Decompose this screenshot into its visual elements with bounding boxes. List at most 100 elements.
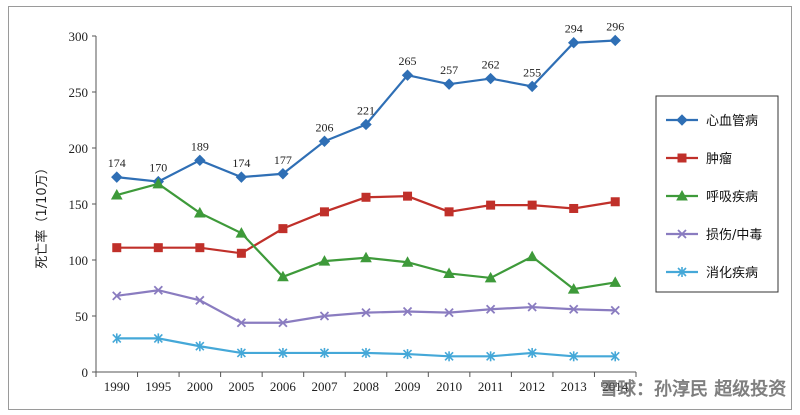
x-tick-label: 2008 — [353, 379, 379, 394]
data-point — [278, 347, 288, 358]
x-tick-label: 2013 — [561, 379, 587, 394]
legend-item: 肿瘤 — [666, 151, 732, 167]
data-point — [277, 270, 289, 282]
data-label: 257 — [440, 63, 458, 77]
y-tick-label: 50 — [75, 309, 88, 324]
data-point — [609, 34, 621, 47]
data-point — [610, 305, 620, 316]
x-tick-label: 1990 — [104, 379, 130, 394]
x-tick-label: 2006 — [270, 379, 297, 394]
data-point — [609, 276, 622, 287]
legend-marker — [677, 267, 687, 277]
legend-marker — [677, 153, 687, 163]
data-point — [526, 80, 538, 93]
data-label: 170 — [149, 161, 167, 175]
legend-item: 呼吸疾病 — [666, 189, 758, 205]
y-tick-label: 100 — [69, 253, 89, 268]
y-tick-label: 200 — [69, 141, 89, 156]
legend-label: 消化疾病 — [706, 266, 758, 281]
legend-marker — [676, 189, 688, 201]
data-point — [360, 251, 372, 263]
data-point — [152, 177, 165, 189]
data-label: 189 — [191, 139, 209, 153]
legend-item: 心血管病 — [666, 114, 758, 129]
data-point — [277, 168, 289, 180]
y-tick-label: 0 — [82, 365, 89, 380]
data-point — [112, 243, 122, 253]
legend-box — [655, 95, 779, 293]
legend-marker — [677, 229, 687, 239]
data-point — [610, 351, 620, 362]
data-point — [112, 291, 122, 301]
x-tick-label: 2000 — [187, 379, 213, 394]
data-point — [195, 295, 205, 305]
x-tick-label: 2012 — [519, 379, 545, 394]
data-point — [527, 347, 537, 358]
data-point — [236, 347, 246, 358]
data-point — [194, 154, 206, 167]
series-line — [116, 289, 616, 324]
data-point — [361, 308, 371, 318]
x-tick-label: 2005 — [228, 379, 254, 394]
legend-item: 消化疾病 — [666, 266, 758, 281]
series-2 — [112, 191, 620, 258]
data-label: 174 — [108, 156, 126, 170]
x-tick-label: 2007 — [311, 379, 338, 394]
data-point — [610, 197, 620, 207]
data-point — [278, 318, 288, 328]
data-point — [361, 192, 371, 202]
data-point — [235, 227, 248, 238]
data-point — [485, 304, 496, 314]
data-point — [486, 351, 496, 362]
legend-label: 呼吸疾病 — [706, 190, 758, 205]
data-point — [195, 243, 205, 253]
data-point — [153, 333, 163, 344]
data-point — [444, 207, 454, 217]
data-label: 262 — [482, 58, 500, 72]
data-labels: 174 170 189 174 177 206 221 265 257 262 255 294 296 — [108, 19, 624, 174]
data-point — [318, 255, 331, 266]
legend-label: 肿瘤 — [706, 151, 732, 167]
legend-marker — [676, 114, 688, 126]
data-point — [401, 69, 414, 81]
data-point — [153, 285, 163, 295]
data-point — [443, 267, 455, 278]
data-point — [444, 351, 454, 362]
data-label: 174 — [232, 156, 250, 170]
x-tick-label: 1995 — [145, 379, 171, 394]
data-point — [569, 203, 579, 213]
data-point — [486, 200, 496, 210]
data-point — [567, 283, 580, 294]
data-point — [112, 333, 122, 344]
series-line — [116, 195, 616, 255]
data-point — [236, 318, 247, 328]
y-tick-label: 250 — [69, 85, 89, 100]
data-label: 265 — [399, 54, 417, 68]
legend-label: 损伤/中毒 — [706, 228, 762, 243]
series-4 — [112, 285, 620, 328]
legend-item: 损伤/中毒 — [666, 228, 762, 243]
data-point — [235, 171, 248, 183]
data-label: 296 — [606, 19, 624, 33]
data-point — [403, 191, 413, 201]
data-point — [567, 37, 580, 49]
data-point — [569, 351, 579, 362]
data-point — [526, 250, 539, 262]
data-point — [444, 308, 454, 318]
chart-frame — [8, 6, 792, 410]
data-label: 294 — [565, 22, 583, 36]
data-point — [443, 78, 455, 90]
data-point — [318, 135, 331, 147]
data-point — [236, 248, 246, 258]
data-label: 255 — [523, 65, 541, 79]
y-axis-title: 死亡率（1/10万） — [34, 161, 50, 268]
data-point — [402, 306, 413, 317]
data-point — [319, 311, 330, 321]
axes: 0 50 100 150 200 250 300 1990 1995 2000 2005 2006 20… — [69, 29, 637, 394]
series-3 — [110, 177, 622, 294]
data-point — [110, 189, 123, 200]
y-tick-label: 300 — [69, 29, 89, 44]
y-tick-label: 150 — [69, 197, 89, 212]
